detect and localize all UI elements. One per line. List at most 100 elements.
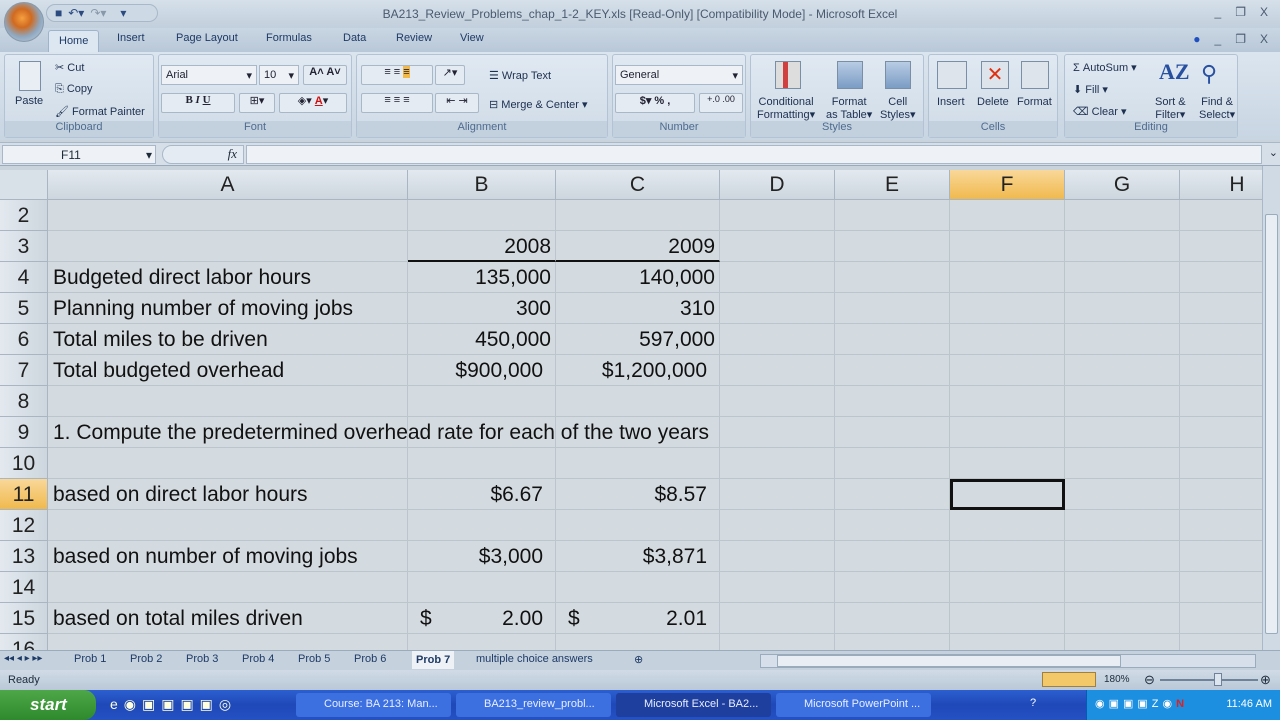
tab-review[interactable]: Review [396, 32, 433, 44]
cell-H3[interactable] [1180, 231, 1262, 262]
row-header-6[interactable]: 6 [0, 324, 48, 355]
cell-B4[interactable]: 135,000 [408, 262, 556, 293]
cell-C12[interactable] [556, 510, 720, 541]
cell-E13[interactable] [835, 541, 950, 572]
select-all-button[interactable] [0, 170, 48, 200]
cell-H4[interactable] [1180, 262, 1262, 293]
cell-G10[interactable] [1065, 448, 1180, 479]
bold-italic-underline[interactable]: B I U [161, 93, 235, 113]
cell-A7[interactable]: Total budgeted overhead [48, 355, 408, 386]
copy-button[interactable]: ⎘ Copy [55, 83, 93, 95]
format-cells-button[interactable]: Format [1017, 96, 1052, 108]
column-header-C[interactable]: C [556, 170, 720, 200]
cell-H11[interactable] [1180, 479, 1262, 510]
cell-G13[interactable] [1065, 541, 1180, 572]
cell-F11[interactable] [950, 479, 1065, 510]
sheet-tab-prob-1[interactable]: Prob 1 [74, 653, 107, 665]
row-header-9[interactable]: 9 [0, 417, 48, 448]
borders-button[interactable]: ⊞▾ [239, 93, 275, 113]
paste-button[interactable]: Paste [15, 95, 44, 107]
taskbar-task[interactable]: Microsoft PowerPoint ... [776, 693, 931, 717]
row-header-11[interactable]: 11 [0, 479, 48, 510]
row-header-7[interactable]: 7 [0, 355, 48, 386]
cell-H9[interactable] [1180, 417, 1262, 448]
vertical-scroll-thumb[interactable] [1265, 214, 1278, 634]
restore-button[interactable]: ❐ [1235, 5, 1246, 19]
vertical-align-buttons[interactable]: ≡ ≡ ≡ [361, 65, 433, 85]
decimal-buttons[interactable]: +.0 .00 [699, 93, 743, 113]
cell-D6[interactable] [720, 324, 835, 355]
cell-F3[interactable] [950, 231, 1065, 262]
row-header-3[interactable]: 3 [0, 231, 48, 262]
horizontal-scrollbar[interactable] [760, 654, 1256, 668]
tab-data[interactable]: Data [343, 32, 367, 44]
cell-B7[interactable]: $900,000 [408, 355, 556, 386]
cell-D9[interactable] [720, 417, 835, 448]
cell-E16[interactable] [835, 634, 950, 650]
cell-A6[interactable]: Total miles to be driven [48, 324, 408, 355]
cell-A5[interactable]: Planning number of moving jobs [48, 293, 408, 324]
cell-E10[interactable] [835, 448, 950, 479]
font-name-select[interactable]: Arial ▾ [161, 65, 257, 85]
cell-A2[interactable] [48, 200, 408, 231]
cell-G2[interactable] [1065, 200, 1180, 231]
cell-E5[interactable] [835, 293, 950, 324]
start-button[interactable]: start [0, 690, 96, 720]
cell-A15[interactable]: based on total miles driven [48, 603, 408, 634]
cell-A14[interactable] [48, 572, 408, 603]
cell-F16[interactable] [950, 634, 1065, 650]
zoom-slider[interactable] [1160, 679, 1258, 681]
cell-H15[interactable] [1180, 603, 1262, 634]
cell-C7[interactable]: $1,200,000 [556, 355, 720, 386]
cell-D13[interactable] [720, 541, 835, 572]
zoom-slider-thumb[interactable] [1214, 673, 1222, 686]
row-header-15[interactable]: 15 [0, 603, 48, 634]
taskbar-task[interactable]: Microsoft Excel - BA2... [616, 693, 771, 717]
sheet-tab-prob-6[interactable]: Prob 6 [354, 653, 387, 665]
taskbar-task[interactable]: BA213_review_probl... [456, 693, 611, 717]
cell-A9[interactable]: 1. Compute the predetermined overhead ra… [48, 417, 709, 448]
cell-E9[interactable] [835, 417, 950, 448]
help-tray-icon[interactable]: ? [1030, 697, 1037, 709]
cut-button[interactable]: ✂ Cut [55, 62, 85, 74]
cell-F7[interactable] [950, 355, 1065, 386]
clear-button[interactable]: ⌫ Clear ▾ [1073, 106, 1127, 118]
row-header-16[interactable]: 16 [0, 634, 48, 650]
cell-G6[interactable] [1065, 324, 1180, 355]
insert-sheet-icon[interactable]: ⊕ [634, 654, 644, 666]
cell-F10[interactable] [950, 448, 1065, 479]
cell-F15[interactable] [950, 603, 1065, 634]
cell-C15[interactable]: 2.01 $ [556, 603, 720, 634]
name-box[interactable]: F11 ▾ [2, 145, 156, 164]
cell-E15[interactable] [835, 603, 950, 634]
cell-D14[interactable] [720, 572, 835, 603]
insert-cells-button[interactable]: Insert [937, 96, 965, 108]
cell-B6[interactable]: 450,000 [408, 324, 556, 355]
font-grow-shrink-buttons[interactable]: A˄ A˅ [303, 65, 347, 85]
format-as-table-button[interactable]: Format as Table▾ [826, 96, 873, 121]
percent-button[interactable]: % [654, 95, 665, 107]
cell-E6[interactable] [835, 324, 950, 355]
cell-F4[interactable] [950, 262, 1065, 293]
cell-D4[interactable] [720, 262, 835, 293]
sheet-tab-prob-3[interactable]: Prob 3 [186, 653, 219, 665]
cell-A11[interactable]: based on direct labor hours [48, 479, 408, 510]
bold-button[interactable]: B [185, 94, 193, 106]
cell-G4[interactable] [1065, 262, 1180, 293]
help-icon[interactable]: ● [1193, 32, 1201, 46]
merge-center-button[interactable]: ⊟ Merge & Center ▾ [489, 99, 588, 111]
column-header-G[interactable]: G [1065, 170, 1180, 200]
cell-C11[interactable]: $8.57 [556, 479, 720, 510]
zoom-in-button[interactable]: ⊕ [1260, 672, 1271, 687]
sheet-tab-prob-7[interactable]: Prob 7 [412, 651, 455, 669]
cell-C10[interactable] [556, 448, 720, 479]
row-header-2[interactable]: 2 [0, 200, 48, 231]
cell-H14[interactable] [1180, 572, 1262, 603]
cell-D2[interactable] [720, 200, 835, 231]
cell-C6[interactable]: 597,000 [556, 324, 720, 355]
cell-C13[interactable]: $3,871 [556, 541, 720, 572]
cell-D16[interactable] [720, 634, 835, 650]
cell-A12[interactable] [48, 510, 408, 541]
italic-button[interactable]: I [195, 94, 200, 106]
sheet-tab-multiple-choice-answers[interactable]: multiple choice answers [476, 653, 593, 665]
